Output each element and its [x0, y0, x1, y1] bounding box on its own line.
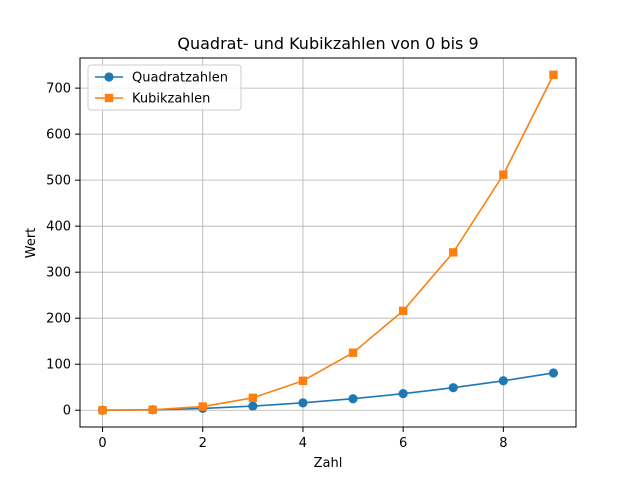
data-point	[499, 170, 508, 179]
legend-item: Quadratzahlen	[95, 71, 228, 86]
y-tick-label: 600	[46, 128, 71, 143]
x-tick-label: 2	[199, 436, 207, 451]
data-point	[348, 394, 358, 404]
data-point	[148, 405, 157, 414]
y-tick-label: 700	[46, 82, 71, 97]
series-line	[102, 372, 554, 412]
y-tick-label: 300	[46, 266, 71, 281]
data-point	[549, 70, 558, 79]
series-line	[102, 74, 555, 412]
data-point	[98, 406, 107, 415]
data-point	[298, 376, 308, 385]
plot-frame	[79, 57, 577, 428]
data-point	[248, 393, 258, 403]
y-tick-label: 100	[46, 358, 71, 373]
x-axis-label: Zahl	[314, 456, 343, 471]
ticks: 0 2 4 6 8 0 100 200 300 400 500 600 700	[46, 82, 507, 451]
chart-title: Quadrat- und Kubikzahlen von 0 bis 9	[177, 34, 478, 53]
data-point	[398, 306, 408, 316]
data-point	[498, 376, 508, 386]
y-axis-label: Wert	[24, 228, 39, 259]
series-Kubikzahlen	[98, 70, 558, 415]
grid	[80, 58, 576, 427]
data-point	[449, 248, 458, 257]
x-tick-label: 0	[98, 436, 106, 451]
data-point	[348, 348, 358, 357]
legend-box	[87, 64, 242, 111]
data-point	[398, 389, 408, 399]
y-tick-label: 0	[63, 404, 71, 419]
legend-marker	[104, 72, 114, 82]
legend-label: Quadratzahlen	[132, 71, 228, 86]
y-tick-label: 400	[46, 220, 71, 235]
series-layer	[97, 70, 559, 415]
x-tick-label: 4	[299, 436, 307, 451]
x-tick-label: 6	[399, 436, 407, 451]
legend-marker	[104, 93, 114, 103]
y-tick-label: 200	[46, 312, 71, 327]
data-point	[248, 401, 258, 411]
data-point	[198, 402, 207, 411]
data-point	[298, 398, 308, 408]
data-point	[448, 383, 458, 393]
legend-item: Kubikzahlen	[95, 92, 210, 107]
legend: Quadratzahlen Kubikzahlen	[87, 64, 242, 111]
data-point	[548, 368, 559, 378]
x-tick-label: 8	[499, 436, 507, 451]
legend-label: Kubikzahlen	[132, 92, 210, 107]
y-tick-label: 500	[46, 174, 71, 189]
